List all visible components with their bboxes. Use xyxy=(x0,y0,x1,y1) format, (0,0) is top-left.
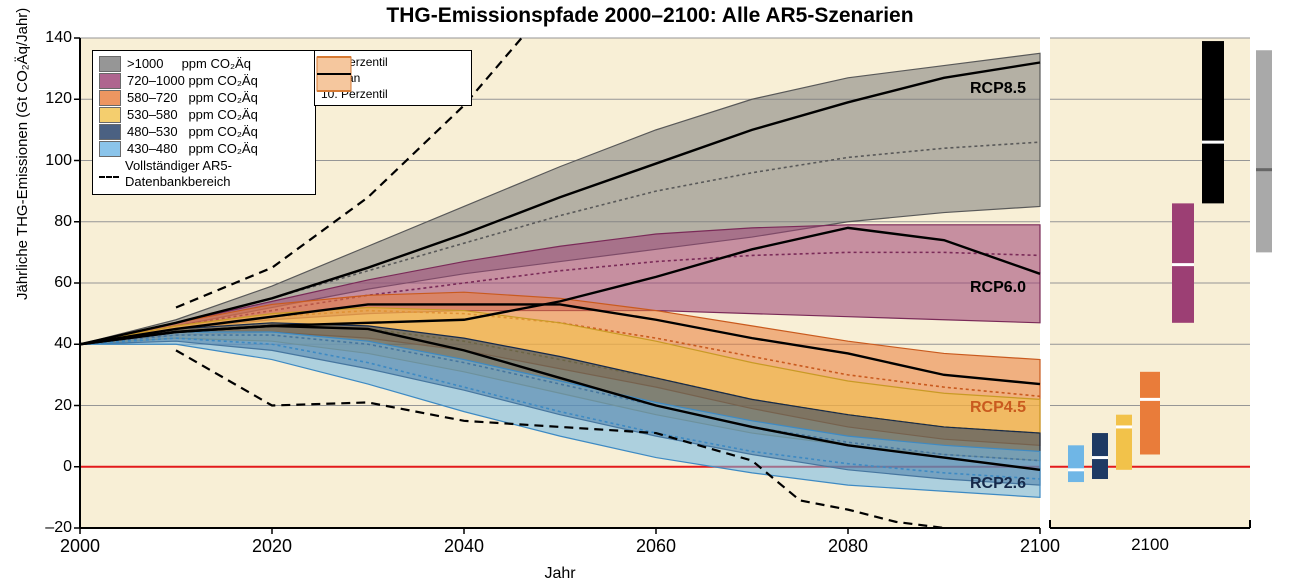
ytick: 60 xyxy=(32,274,72,292)
legend-row: 580–720 ppm CO₂Äq xyxy=(99,90,309,106)
ytick: 80 xyxy=(32,213,72,231)
rcp-label: RCP2.6 xyxy=(970,475,1026,493)
legend-label: 480–530 ppm CO₂Äq xyxy=(127,124,258,140)
ytick: 140 xyxy=(32,29,72,47)
legend-swatch xyxy=(99,141,121,157)
legend-swatch xyxy=(99,90,121,106)
ytick: –20 xyxy=(32,519,72,537)
legend-row: 480–530 ppm CO₂Äq xyxy=(99,124,309,140)
legend-swatch xyxy=(99,56,121,72)
rcp-label: RCP6.0 xyxy=(970,279,1026,297)
side-axis-2100: 2100 xyxy=(1131,535,1169,555)
legend-row: 430–480 ppm CO₂Äq xyxy=(99,141,309,157)
legend-label: 720–1000 ppm CO₂Äq xyxy=(127,73,258,89)
xtick: 2100 xyxy=(1020,536,1060,557)
legend-row: >1000 ppm CO₂Äq xyxy=(99,56,309,72)
legend-label: 580–720 ppm CO₂Äq xyxy=(127,90,258,106)
legend-row: 530–580 ppm CO₂Äq xyxy=(99,107,309,123)
rcp-label: RCP8.5 xyxy=(970,80,1026,98)
xtick: 2000 xyxy=(60,536,100,557)
rcp-label: RCP4.5 xyxy=(970,399,1026,417)
legend-label: >1000 ppm CO₂Äq xyxy=(127,56,251,72)
legend-swatch xyxy=(99,124,121,140)
ytick: 20 xyxy=(32,397,72,415)
legend-percentiles: 90. PerzentilMedian10. Perzentil xyxy=(314,50,472,106)
xtick: 2020 xyxy=(252,536,292,557)
legend-label: 430–480 ppm CO₂Äq xyxy=(127,141,258,157)
x-axis-label: Jahr xyxy=(80,565,1040,583)
legend-row: Vollständiger AR5-Datenbankbereich xyxy=(99,158,309,189)
legend-row: 720–1000 ppm CO₂Äq xyxy=(99,73,309,89)
legend-label: 530–580 ppm CO₂Äq xyxy=(127,107,258,123)
ytick: 120 xyxy=(32,90,72,108)
chart-container: THG-Emissionspfade 2000–2100: Alle AR5-S… xyxy=(0,0,1300,585)
legend-dash-icon xyxy=(99,176,119,178)
ytick: 0 xyxy=(32,458,72,476)
legend-categories: >1000 ppm CO₂Äq720–1000 ppm CO₂Äq580–720… xyxy=(92,50,316,195)
xtick: 2060 xyxy=(636,536,676,557)
xtick: 2040 xyxy=(444,536,484,557)
legend-swatch xyxy=(99,107,121,123)
xtick: 2080 xyxy=(828,536,868,557)
ytick: 40 xyxy=(32,335,72,353)
legend-swatch xyxy=(99,73,121,89)
legend-label: Vollständiger AR5-Datenbankbereich xyxy=(125,158,232,189)
legend-percentile-icon xyxy=(315,51,353,97)
ytick: 100 xyxy=(32,152,72,170)
